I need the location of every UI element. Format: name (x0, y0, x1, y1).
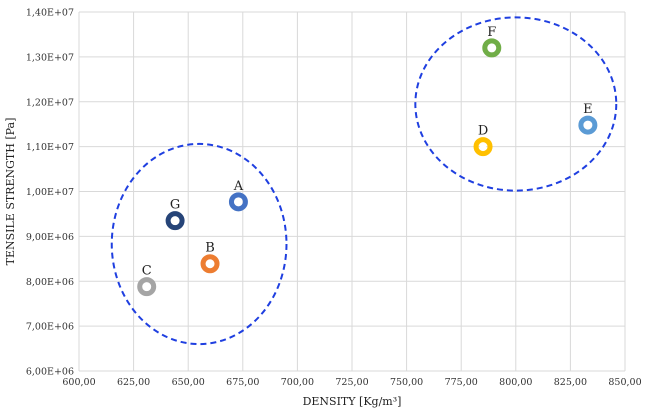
y-tick-label: 1,30E+07 (26, 52, 74, 63)
cluster-ellipse (414, 16, 618, 192)
data-point-label: E (583, 102, 593, 117)
x-tick-label: 650,00 (172, 377, 205, 388)
data-point-center (479, 143, 487, 150)
cluster-ellipse (110, 142, 288, 346)
data-point-center (235, 198, 242, 206)
data-point-center (584, 121, 592, 129)
data-point-center (206, 260, 214, 268)
x-tick-label: 625,00 (117, 377, 150, 388)
data-point-e (578, 115, 598, 135)
x-tick-label: 775,00 (445, 377, 478, 388)
data-point-label: G (170, 198, 180, 213)
x-tick-label: 600,00 (62, 377, 95, 388)
x-tick-label: 825,00 (554, 377, 587, 388)
x-tick-label: 800,00 (499, 377, 532, 388)
data-point-label: C (142, 264, 152, 279)
y-tick-label: 1,20E+07 (26, 97, 74, 108)
y-tick-label: 9,00E+06 (26, 232, 74, 243)
y-tick-label: 1,40E+07 (26, 8, 74, 19)
data-point-f (482, 38, 502, 58)
gridlines (78, 11, 626, 372)
data-point-label: F (487, 25, 496, 40)
data-point-b (200, 254, 220, 274)
y-axis-title: TENSILE STRENGTH [Pa] (4, 118, 17, 266)
data-point-g (165, 211, 185, 231)
data-point-label: A (233, 179, 244, 194)
y-tick-label: 8,00E+06 (26, 277, 74, 288)
data-point-label: B (205, 241, 215, 256)
y-tick-label: 1,10E+07 (26, 142, 74, 153)
data-point-label: D (478, 124, 488, 139)
data-point-c (137, 277, 157, 297)
y-tick-label: 6,00E+06 (26, 367, 74, 378)
data-point-center (488, 44, 496, 52)
x-axis-title: DENSITY [Kg/m³] (303, 395, 402, 408)
x-tick-label: 700,00 (281, 377, 314, 388)
x-tick-label: 725,00 (335, 377, 368, 388)
data-point-center (143, 283, 151, 290)
axis-ticks: 600,00 625,00 650,00 675,00 700,00 725,00 750,… (26, 8, 642, 389)
y-tick-label: 7,00E+06 (26, 322, 74, 333)
x-tick-label: 850,00 (608, 377, 641, 388)
data-point-d (473, 137, 493, 157)
data-points: A B C D E F G (137, 25, 598, 297)
y-tick-label: 1,00E+07 (26, 187, 74, 198)
cluster-ellipses (110, 16, 618, 346)
x-tick-label: 750,00 (390, 377, 423, 388)
data-point-center (171, 217, 179, 224)
data-point-a (228, 192, 248, 212)
x-tick-label: 675,00 (226, 377, 259, 388)
